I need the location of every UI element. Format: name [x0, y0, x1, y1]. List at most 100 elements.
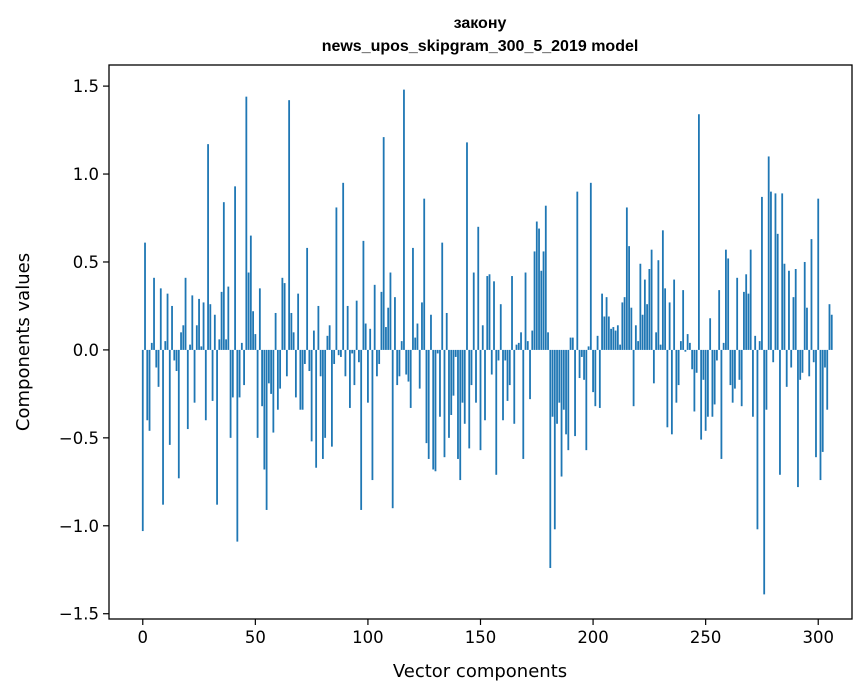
bar-component-27	[202, 302, 205, 350]
bar-component-131	[436, 349, 439, 354]
bar-component-191	[571, 337, 574, 350]
bar-component-262	[731, 349, 734, 403]
bar-component-160	[502, 349, 504, 421]
bar-component-49	[252, 311, 254, 350]
bar-component-263	[734, 349, 736, 389]
bar-component-6	[155, 349, 158, 368]
bar-component-93	[351, 349, 354, 354]
bar-component-48	[249, 235, 252, 350]
bar-component-199	[589, 182, 592, 350]
bar-component-121	[414, 337, 417, 350]
bar-component-155	[490, 349, 493, 375]
bar-component-13	[171, 305, 173, 350]
x-tick-label: 150	[465, 628, 497, 647]
bar-component-149	[477, 226, 480, 350]
bar-component-291	[797, 349, 799, 488]
bar-component-270	[749, 249, 752, 350]
bar-component-115	[400, 341, 403, 350]
bar-component-147	[472, 272, 475, 350]
bar-component-200	[592, 349, 594, 393]
bar-component-204	[601, 293, 603, 350]
bar-component-103	[373, 284, 376, 350]
bar-component-21	[189, 344, 191, 350]
bar-component-182	[551, 349, 554, 417]
x-tick-label: 100	[352, 628, 384, 647]
bar-component-28	[204, 349, 207, 421]
bar-component-81	[324, 349, 327, 438]
bar-component-233	[666, 349, 669, 428]
bar-component-306	[830, 314, 833, 350]
bar-component-64	[285, 349, 288, 377]
bar-component-212	[619, 344, 621, 350]
bar-component-50	[254, 334, 257, 350]
bar-component-137	[450, 349, 453, 415]
bar-component-230	[659, 344, 662, 350]
bar-component-57	[270, 349, 273, 394]
bar-component-224	[646, 304, 649, 350]
bar-component-220	[637, 341, 640, 350]
bar-component-11	[166, 293, 169, 350]
x-axis: 0 50 100 150 200 250 300	[138, 619, 834, 647]
bar-component-235	[670, 349, 673, 435]
bar-component-7	[157, 349, 160, 387]
bar-component-250	[704, 349, 707, 431]
bar-component-247	[698, 114, 700, 350]
bar-component-52	[258, 288, 261, 350]
bar-component-285	[783, 263, 786, 350]
bar-component-175	[535, 221, 538, 350]
bar-component-241	[684, 349, 687, 352]
bar-component-184	[556, 349, 558, 424]
bar-component-32	[213, 314, 216, 350]
bar-component-161	[504, 349, 507, 361]
bar-component-229	[657, 260, 660, 350]
bar-component-98	[362, 240, 365, 350]
y-tick-label: −1.0	[59, 517, 99, 536]
bar-component-14	[173, 349, 176, 361]
bar-component-194	[578, 349, 581, 379]
bar-component-20	[186, 349, 189, 430]
bar-component-297	[810, 239, 813, 350]
bar-component-92	[349, 349, 351, 408]
bar-component-163	[508, 349, 511, 386]
chart-title-model: news_upos_skipgram_300_5_2019 model	[322, 38, 639, 55]
bar-component-132	[439, 349, 441, 417]
bar-component-26	[200, 346, 203, 350]
bar-component-17	[180, 332, 182, 350]
bar-component-302	[821, 349, 824, 452]
bar-component-243	[688, 342, 691, 350]
bar-component-280	[772, 349, 775, 363]
bar-component-90	[344, 349, 347, 377]
bar-component-183	[553, 349, 556, 530]
bar-component-73	[306, 247, 309, 350]
bar-component-207	[607, 316, 610, 350]
bar-component-66	[290, 312, 293, 350]
bar-component-128	[430, 314, 432, 350]
bar-component-56	[267, 349, 270, 384]
bar-component-70	[299, 349, 302, 410]
bar-component-22	[191, 295, 194, 350]
bar-component-198	[587, 346, 590, 350]
bar-component-254	[713, 349, 716, 405]
bar-component-211	[616, 325, 619, 350]
bar-component-276	[763, 349, 766, 595]
y-tick-label: 1.0	[73, 165, 99, 184]
bar-component-153	[486, 276, 489, 350]
bar-component-260	[727, 258, 730, 350]
bar-component-69	[297, 293, 300, 350]
bar-component-159	[499, 304, 502, 350]
chart-title-word: закону	[454, 15, 507, 32]
bar-component-104	[376, 349, 378, 377]
bar-component-242	[686, 334, 689, 350]
bar-component-83	[328, 325, 331, 350]
bar-component-59	[274, 312, 277, 350]
bar-component-181	[549, 349, 552, 568]
x-tick-label: 50	[245, 628, 266, 647]
bar-component-252	[709, 318, 712, 350]
bar-component-236	[673, 279, 676, 350]
bar-component-18	[182, 325, 185, 350]
bar-component-87	[337, 349, 340, 356]
bar-component-76	[312, 330, 315, 350]
bar-component-110	[389, 272, 392, 350]
bar-component-12	[168, 349, 171, 445]
bar-component-257	[720, 349, 723, 459]
